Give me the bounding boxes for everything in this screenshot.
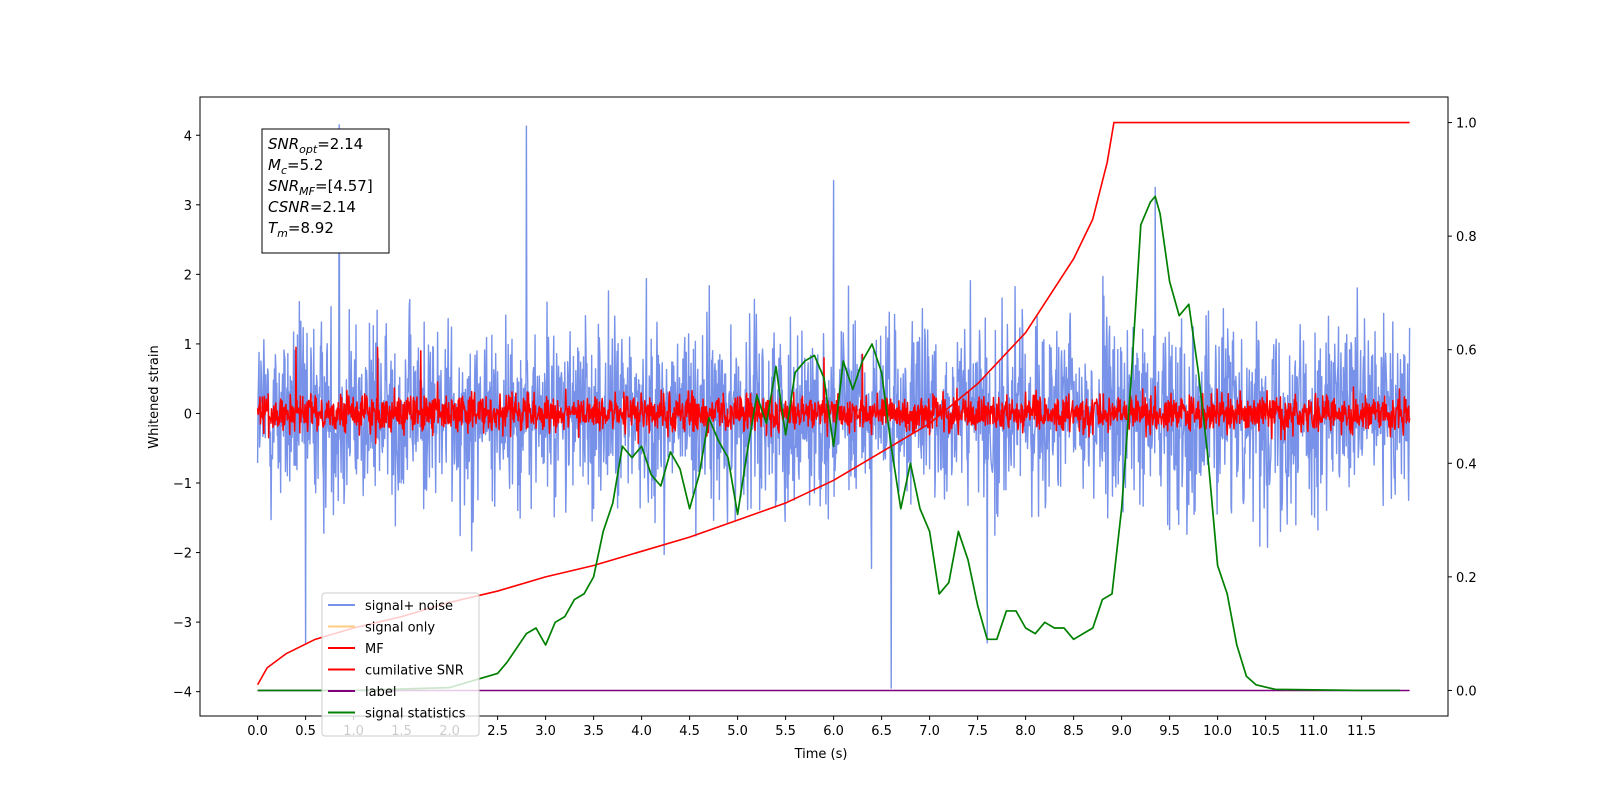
y-tick-label: 3 — [184, 199, 192, 214]
x-tick-label: 6.5 — [871, 724, 892, 739]
y-tick-label: 0 — [184, 407, 192, 422]
legend-label: signal+ noise — [365, 599, 453, 614]
y2-tick-label: 0.6 — [1456, 344, 1477, 359]
x-tick-label: 0.5 — [295, 724, 316, 739]
y-tick-label: 4 — [184, 129, 192, 144]
x-tick-label: 5.5 — [775, 724, 796, 739]
x-tick-label: 4.5 — [679, 724, 700, 739]
y2-tick-label: 0.8 — [1456, 230, 1477, 245]
y2-tick-label: 1.0 — [1456, 117, 1477, 132]
x-tick-label: 10.5 — [1251, 724, 1280, 739]
info-line: SNRMF=[4.57] — [268, 177, 373, 198]
x-tick-label: 11.5 — [1347, 724, 1376, 739]
y-tick-label: −4 — [173, 686, 192, 701]
y2-tick-label: 0.2 — [1456, 571, 1477, 586]
y-tick-label: −2 — [173, 547, 192, 562]
legend-frame — [321, 592, 480, 737]
y-axis-label: Whitened strain — [147, 345, 162, 448]
y2-tick-label: 0.4 — [1456, 457, 1477, 472]
info-line: CSNR=2.14 — [268, 198, 356, 216]
x-tick-label: 3.5 — [583, 724, 604, 739]
legend-label: signal only — [365, 621, 435, 636]
x-tick-label: 7.5 — [967, 724, 988, 739]
y-tick-label: −1 — [173, 477, 192, 492]
info-line: SNRopt=2.14 — [268, 135, 363, 156]
info-line: Mc=5.2 — [268, 156, 323, 177]
y-tick-label: −3 — [173, 616, 192, 631]
y2-tick-label: 0.0 — [1456, 684, 1477, 699]
x-tick-label: 7.0 — [919, 724, 940, 739]
x-tick-label: 11.0 — [1299, 724, 1328, 739]
axes: 0.00.51.01.52.02.53.03.54.04.55.05.56.06… — [173, 96, 1477, 739]
axes-frame — [199, 96, 1449, 717]
x-axis-label: Time (s) — [794, 747, 848, 762]
x-tick-label: 3.0 — [535, 724, 556, 739]
x-tick-label: 8.0 — [1015, 724, 1036, 739]
x-tick-label: 5.0 — [727, 724, 748, 739]
x-tick-label: 0.0 — [247, 724, 268, 739]
info-box-frame — [261, 128, 390, 254]
series-mf-line — [256, 346, 1411, 445]
legend: signal+ noise signal only MF cumilative SNR… — [321, 592, 480, 737]
legend-label: MF — [365, 642, 384, 657]
legend-label: cumilative SNR — [365, 664, 464, 679]
x-tick-label: 6.0 — [823, 724, 844, 739]
x-tick-label: 4.0 — [631, 724, 652, 739]
x-tick-label: 2.5 — [487, 724, 508, 739]
x-tick-label: 9.5 — [1159, 724, 1180, 739]
series-signal-statistics-line — [257, 195, 1400, 692]
x-tick-label: 8.5 — [1063, 724, 1084, 739]
x-tick-label: 10.0 — [1203, 724, 1232, 739]
y-tick-label: 1 — [184, 338, 192, 353]
legend-label: signal statistics — [365, 707, 466, 722]
x-tick-label: 9.0 — [1111, 724, 1132, 739]
info-line: Tm=8.92 — [268, 219, 334, 240]
y-tick-label: 2 — [184, 268, 192, 283]
legend-label: label — [365, 685, 396, 700]
